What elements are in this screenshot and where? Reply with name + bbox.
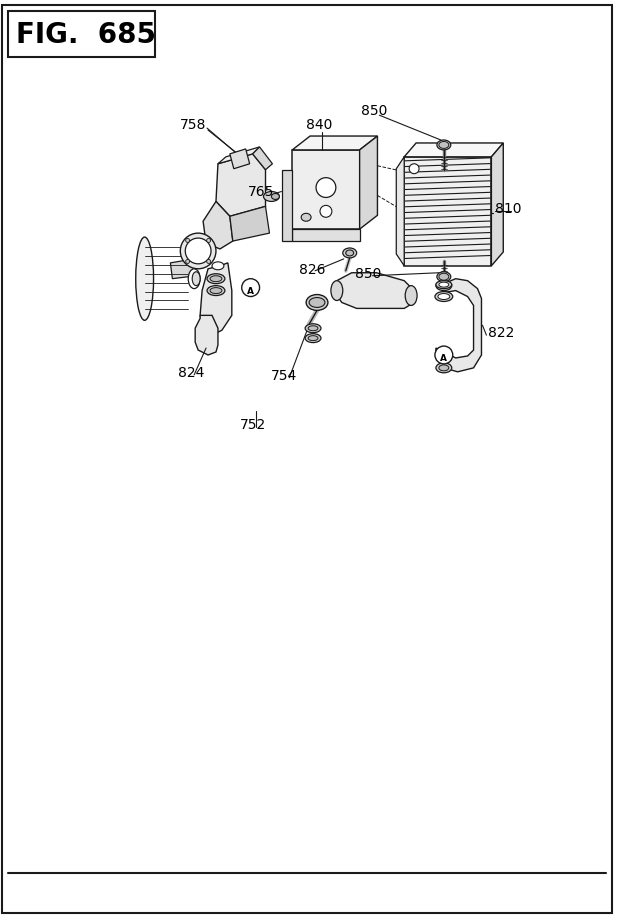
Polygon shape — [218, 148, 260, 165]
Polygon shape — [230, 207, 270, 242]
Ellipse shape — [185, 239, 190, 244]
Ellipse shape — [210, 289, 222, 294]
Polygon shape — [404, 143, 503, 158]
Text: FIG.  685: FIG. 685 — [16, 21, 156, 49]
Ellipse shape — [185, 239, 211, 265]
Bar — [292, 151, 360, 230]
Polygon shape — [396, 158, 404, 267]
Text: 824: 824 — [178, 366, 205, 380]
Ellipse shape — [305, 324, 321, 334]
Ellipse shape — [305, 335, 321, 343]
Text: 840: 840 — [306, 118, 332, 132]
Polygon shape — [144, 240, 188, 319]
Ellipse shape — [331, 281, 343, 301]
Bar — [404, 158, 492, 267]
Text: 822: 822 — [489, 326, 515, 340]
Circle shape — [409, 165, 419, 175]
Ellipse shape — [439, 366, 449, 371]
Ellipse shape — [436, 281, 452, 289]
Polygon shape — [170, 259, 196, 279]
Ellipse shape — [438, 294, 450, 301]
Ellipse shape — [439, 274, 449, 281]
Polygon shape — [203, 202, 233, 250]
Ellipse shape — [185, 260, 190, 264]
Ellipse shape — [405, 287, 417, 306]
Circle shape — [242, 279, 260, 297]
Text: 765: 765 — [249, 185, 275, 199]
Circle shape — [320, 206, 332, 218]
Polygon shape — [436, 279, 482, 372]
Ellipse shape — [439, 283, 449, 288]
Ellipse shape — [136, 238, 154, 321]
Ellipse shape — [308, 336, 318, 341]
Polygon shape — [360, 137, 378, 230]
Ellipse shape — [210, 277, 222, 282]
Text: 752: 752 — [239, 418, 266, 432]
Ellipse shape — [439, 283, 449, 289]
Ellipse shape — [206, 239, 211, 244]
Ellipse shape — [436, 364, 452, 373]
Circle shape — [316, 178, 336, 199]
Text: EH722: EH722 — [12, 880, 57, 894]
Ellipse shape — [306, 295, 328, 311]
Ellipse shape — [437, 141, 451, 151]
Text: eReplacementParts.com: eReplacementParts.com — [205, 452, 409, 471]
Polygon shape — [216, 154, 265, 217]
Text: A: A — [440, 354, 448, 363]
Text: 810: 810 — [495, 202, 522, 216]
Polygon shape — [292, 137, 378, 151]
Ellipse shape — [435, 292, 453, 302]
Polygon shape — [292, 230, 360, 242]
Ellipse shape — [346, 251, 353, 256]
Ellipse shape — [192, 272, 200, 287]
Ellipse shape — [181, 240, 195, 319]
Ellipse shape — [308, 326, 318, 332]
Bar — [8, 12, 154, 58]
Polygon shape — [335, 274, 414, 309]
Polygon shape — [492, 143, 503, 267]
Polygon shape — [252, 148, 272, 171]
Ellipse shape — [301, 214, 311, 222]
Text: 826: 826 — [299, 263, 326, 277]
Text: A: A — [247, 287, 254, 296]
Ellipse shape — [206, 260, 211, 264]
Text: 850: 850 — [361, 104, 388, 119]
Text: 758: 758 — [180, 118, 206, 132]
Ellipse shape — [207, 275, 225, 284]
Circle shape — [435, 346, 453, 365]
Ellipse shape — [212, 263, 224, 270]
Polygon shape — [200, 264, 232, 335]
Ellipse shape — [309, 298, 325, 308]
Polygon shape — [282, 171, 292, 242]
Ellipse shape — [180, 233, 216, 269]
Polygon shape — [195, 316, 218, 356]
Ellipse shape — [188, 269, 200, 289]
Text: 754: 754 — [271, 369, 298, 382]
Ellipse shape — [272, 194, 280, 200]
Ellipse shape — [436, 281, 452, 291]
Polygon shape — [230, 150, 250, 169]
Text: 20K068500W00: 20K068500W00 — [482, 880, 592, 894]
Ellipse shape — [439, 142, 449, 149]
Ellipse shape — [437, 272, 451, 282]
Ellipse shape — [207, 287, 225, 296]
Ellipse shape — [343, 249, 356, 258]
Bar — [194, 331, 303, 412]
Text: 850: 850 — [355, 267, 382, 280]
Ellipse shape — [264, 192, 280, 202]
